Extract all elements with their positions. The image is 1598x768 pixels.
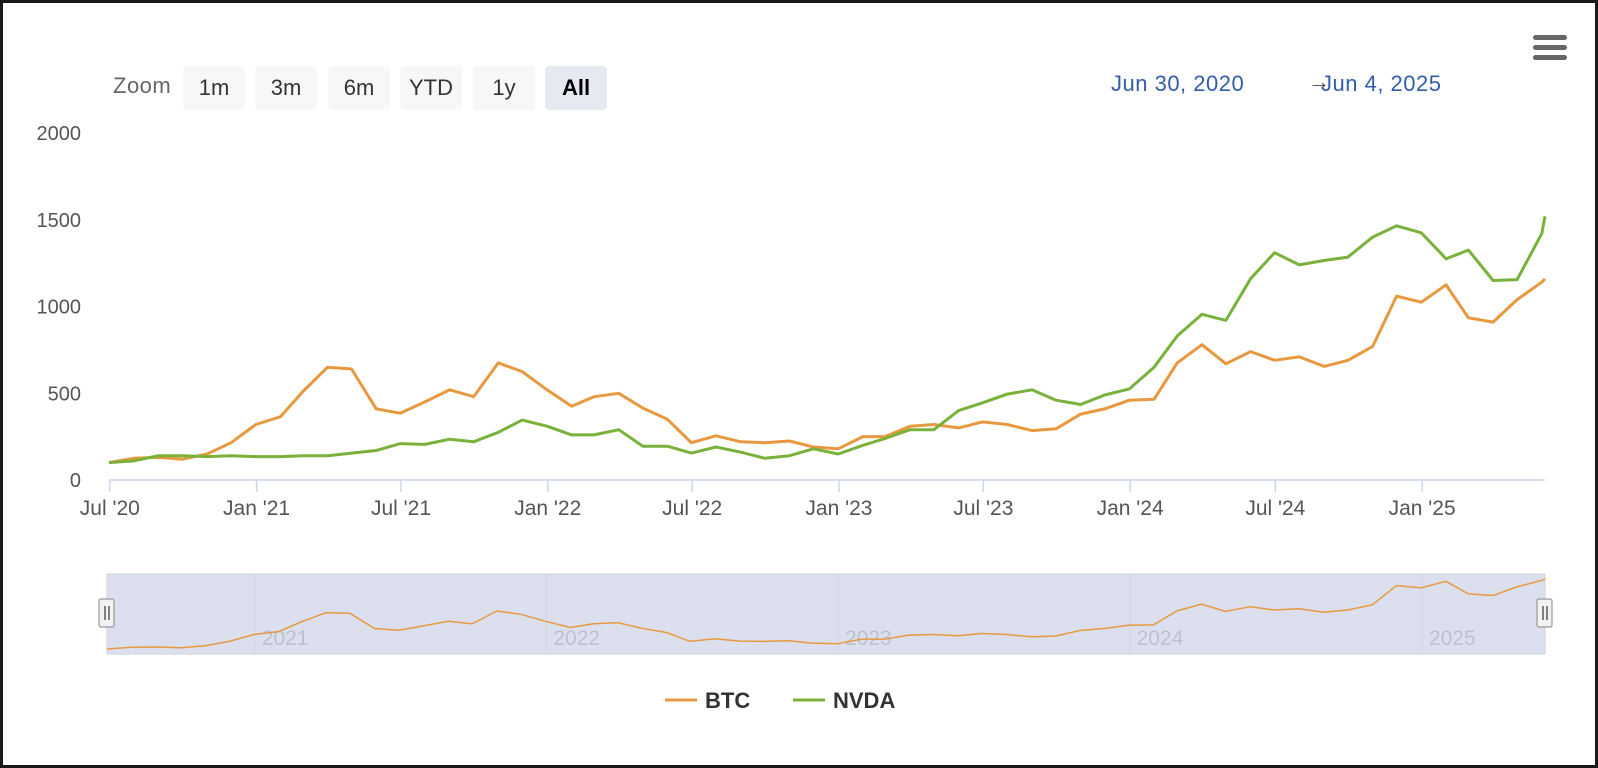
x-axis: Jul '20 Jan '21 Jul '21 Jan '22 Jul '22 Jan '… bbox=[80, 480, 1456, 520]
legend-nvda-label: NVDA bbox=[833, 688, 895, 713]
navigator-left-handle[interactable] bbox=[98, 598, 115, 628]
navigator-right-handle[interactable] bbox=[1536, 598, 1553, 628]
range-arrow: → bbox=[1308, 69, 1330, 94]
x-tick-label: Jul '24 bbox=[1245, 497, 1305, 520]
x-tick-label: Jul '20 bbox=[80, 497, 140, 520]
zoom-6m-button[interactable]: 6m bbox=[328, 66, 390, 110]
legend-btc-label: BTC bbox=[705, 688, 750, 713]
y-tick-label: 500 bbox=[48, 383, 81, 405]
range-from-input[interactable]: Jun 30, 2020 bbox=[1111, 71, 1245, 96]
x-tick-label: Jan '21 bbox=[223, 497, 290, 520]
zoom-1y-button[interactable]: 1y bbox=[473, 66, 535, 110]
plot-series bbox=[108, 216, 1547, 465]
x-tick-label: Jan '24 bbox=[1097, 497, 1164, 520]
series-line-btc[interactable] bbox=[108, 277, 1547, 465]
x-tick-label: Jul '22 bbox=[662, 497, 722, 520]
hamburger-menu-icon[interactable] bbox=[1533, 35, 1567, 63]
x-tick-label: Jul '21 bbox=[371, 497, 431, 520]
series-line-nvda[interactable] bbox=[108, 216, 1547, 465]
navigator-selected-range[interactable] bbox=[107, 574, 1545, 654]
y-tick-label: 1500 bbox=[37, 210, 82, 232]
zoom-label: Zoom bbox=[113, 73, 172, 98]
zoom-3m-button[interactable]: 3m bbox=[255, 66, 317, 110]
zoom-ytd-button[interactable]: YTD bbox=[400, 66, 462, 110]
legend-item-btc[interactable]: BTC bbox=[665, 688, 750, 713]
legend-item-nvda[interactable]: NVDA bbox=[793, 688, 895, 713]
chart-svg: 0 500 1000 1500 2000 Jul '20 Jan '21 Jul '21 Ja… bbox=[37, 123, 1553, 713]
y-axis: 0 500 1000 1500 2000 bbox=[37, 123, 82, 492]
navigator-series-line bbox=[106, 578, 1546, 650]
y-tick-label: 2000 bbox=[37, 123, 82, 145]
zoom-1m-button[interactable]: 1m bbox=[183, 66, 245, 110]
x-tick-label: Jan '22 bbox=[514, 497, 581, 520]
zoom-all-button[interactable]: All bbox=[545, 66, 607, 110]
x-tick-label: Jul '23 bbox=[953, 497, 1013, 520]
range-to-input[interactable]: Jun 4, 2025 bbox=[1321, 71, 1442, 96]
navigator: 20212022202320242025 bbox=[98, 573, 1553, 655]
y-tick-label: 0 bbox=[70, 470, 81, 492]
legend: BTC NVDA bbox=[665, 688, 895, 713]
x-tick-label: Jan '25 bbox=[1389, 497, 1456, 520]
x-tick-label: Jan '23 bbox=[805, 497, 872, 520]
y-tick-label: 1000 bbox=[37, 297, 82, 319]
